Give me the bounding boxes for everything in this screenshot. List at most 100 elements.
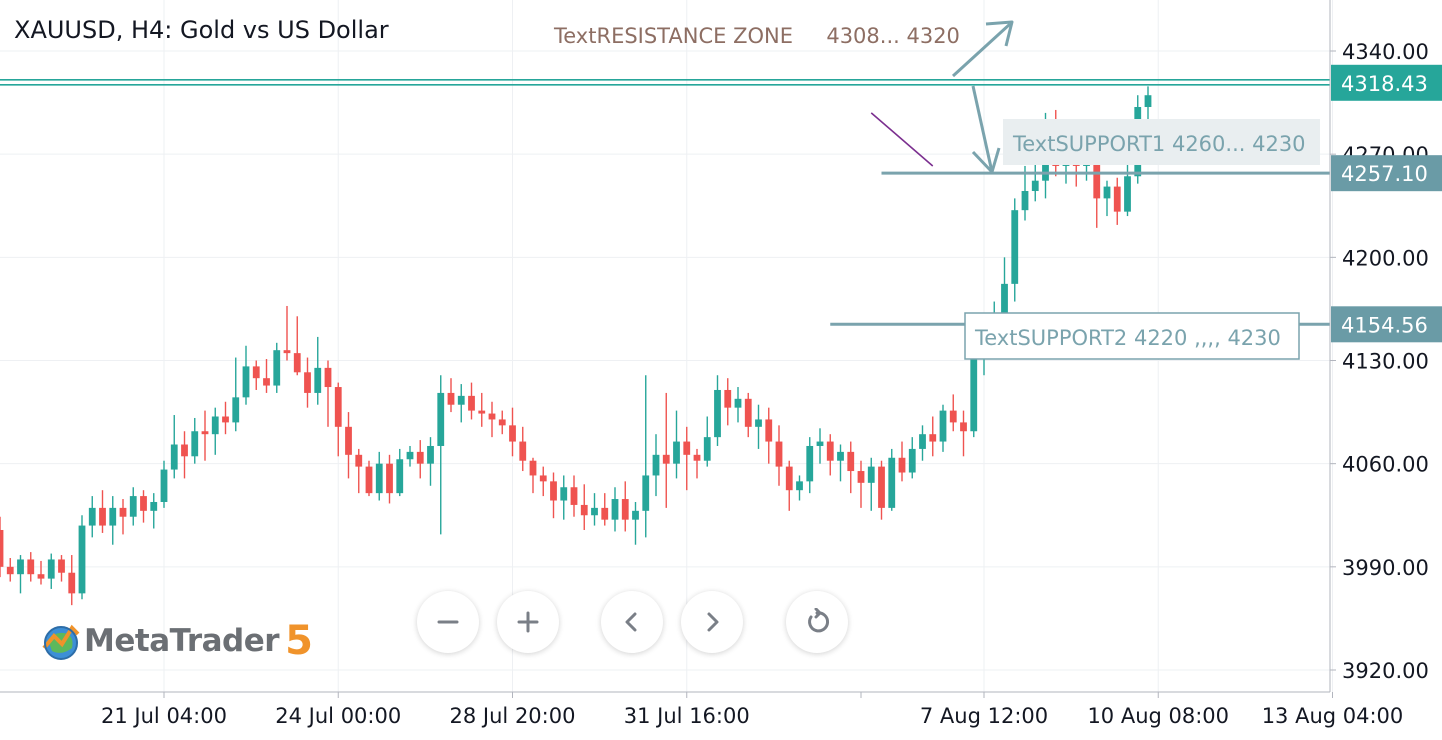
candle-bull (314, 367, 322, 393)
candle-bull (375, 463, 383, 494)
resistance-price-label-bg (1331, 64, 1442, 101)
candle-bull (88, 507, 96, 526)
candle-bear (27, 559, 35, 575)
time-tick-label: 10 Aug 08:00 (1087, 704, 1229, 728)
candle-bull (1001, 283, 1008, 314)
logo-wordmark: MetaTrader (84, 623, 280, 659)
candle-bull (888, 457, 896, 508)
candle-bear (488, 413, 496, 420)
candle-bear (826, 441, 834, 461)
candle-bear (201, 431, 209, 435)
trend-line (870, 112, 934, 167)
candle-bull (17, 559, 24, 575)
candle-bull (970, 345, 978, 432)
candle-bull (1031, 180, 1039, 192)
candle-bull (406, 451, 414, 460)
candle-bear (293, 353, 301, 373)
candle-bull (867, 466, 875, 483)
candle-bull (939, 410, 947, 442)
candle-bear (570, 487, 578, 505)
candle-bull (170, 444, 178, 470)
support2-text-box (964, 312, 1300, 360)
zoom-in-button[interactable] (497, 591, 559, 653)
candle-bull (611, 499, 619, 520)
scroll-right-button[interactable] (681, 591, 743, 653)
time-tick-label: 28 Jul 20:00 (450, 704, 576, 728)
candle-bear (99, 507, 106, 526)
arrow-head-down (971, 147, 1001, 174)
candle-bear (468, 395, 475, 411)
candle-bear (960, 422, 967, 432)
candle-bear (181, 444, 188, 457)
candle-bear (519, 441, 527, 461)
zoom-out-button[interactable] (417, 591, 479, 653)
projection-arrow-down (971, 85, 994, 173)
candle-bear (68, 572, 76, 594)
metatrader-logo: MetaTrader 5 (38, 618, 313, 664)
candle-bull (457, 395, 465, 405)
time-tick-label: 13 Aug 04:00 (1262, 704, 1404, 728)
candle-bull (1124, 176, 1131, 212)
reset-chart-button[interactable] (786, 591, 848, 653)
support1-price-label-bg (1331, 155, 1442, 192)
candle-bear (775, 441, 783, 467)
candle-bull (673, 441, 680, 464)
price-tick-label: 4200.00 (1342, 246, 1429, 270)
candle-bear (898, 457, 906, 473)
candle-bear (304, 372, 311, 393)
candle-bear (6, 566, 14, 575)
candle-bear (0, 529, 4, 567)
candle-bull (273, 350, 281, 386)
price-tick-label: 3990.00 (1342, 556, 1429, 580)
candle-bear (847, 451, 855, 472)
price-tick-label: 4340.00 (1342, 40, 1429, 64)
candle-bull (919, 434, 926, 449)
candle-bull (632, 510, 639, 520)
scroll-left-button[interactable] (601, 591, 663, 653)
candle-bull (242, 366, 250, 398)
candle-bull (816, 441, 824, 446)
candle-bull (652, 454, 660, 476)
candle-bull (1011, 210, 1019, 284)
candle-bear (580, 504, 588, 516)
metatrader-globe-icon (42, 624, 80, 660)
candle-bull (591, 507, 598, 516)
price-labels: 4318.43 4257.10 4154.56 (1331, 64, 1442, 343)
candle-bear (857, 471, 865, 483)
candle-bear (744, 398, 752, 427)
candle-bull (396, 459, 404, 494)
candle-bear (324, 367, 332, 388)
candle-bull (437, 392, 445, 446)
candle-bull (1021, 191, 1029, 211)
minus-icon (437, 620, 459, 624)
candle-bull (211, 416, 219, 435)
candle-bear (119, 507, 127, 517)
support1-text: TextSUPPORT1 4260... 4230 (1012, 132, 1306, 156)
candle-bull (703, 437, 711, 461)
candle-bull (1144, 95, 1152, 108)
candle-bull (427, 445, 434, 464)
candle-bull (642, 475, 650, 511)
rotate-icon (808, 608, 830, 633)
candle-bear (355, 454, 363, 467)
candle-bull (837, 451, 844, 461)
candle-bear (683, 441, 691, 455)
resistance-zone-text: TextRESISTANCE ZONE 4308... 4320 (553, 24, 960, 48)
candle-bear (283, 350, 291, 354)
candle-bear (693, 454, 701, 461)
candle-bear (724, 389, 732, 408)
candle-bear (765, 419, 773, 442)
candle-bear (498, 419, 506, 426)
candle-bear (334, 387, 342, 427)
candle-bear (365, 466, 373, 494)
candle-bull (191, 431, 199, 457)
candle-bear (447, 392, 455, 405)
price-tick-label: 4130.00 (1342, 350, 1429, 374)
chevron-right-icon (707, 612, 719, 632)
candle-bear (601, 507, 609, 520)
resistance-price-label: 4318.43 (1341, 72, 1428, 96)
candle-bear (949, 410, 957, 423)
candle-bear (621, 499, 629, 520)
candle-bear (550, 481, 557, 501)
